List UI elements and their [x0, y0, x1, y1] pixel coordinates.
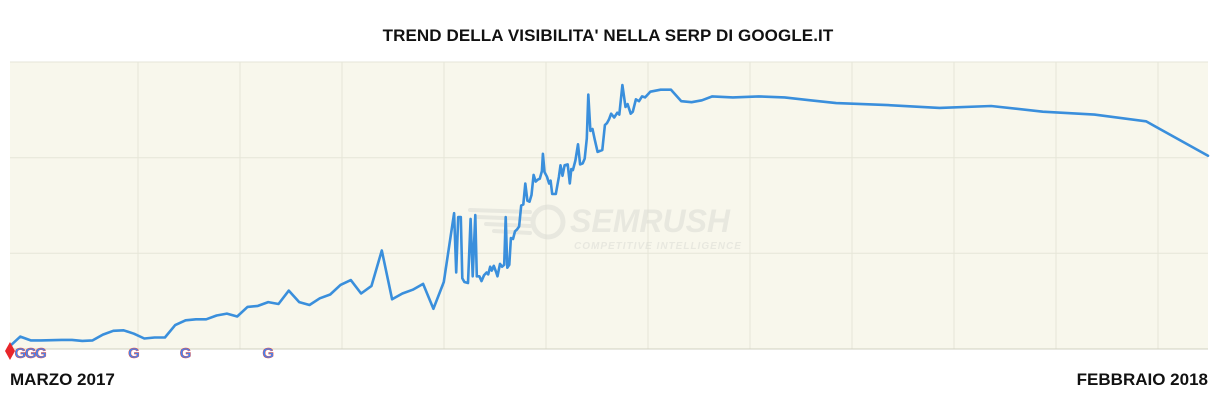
google-g-glyph: G: [180, 345, 192, 362]
google-update-icon: G: [128, 345, 140, 362]
visibility-trend-line: [8, 83, 1210, 348]
watermark-tagline: COMPETITIVE INTELLIGENCE: [574, 241, 742, 252]
google-update-icon: G: [35, 345, 47, 362]
google-update-icon: G: [25, 345, 37, 362]
google-g-glyph: G: [14, 345, 26, 362]
x-axis-end-label: FEBBRAIO 2018: [1076, 370, 1208, 389]
semrush-logo-stroke-4: [492, 229, 532, 235]
semrush-logo-icon: [530, 204, 566, 240]
semrush-logo-stroke-3: [484, 222, 532, 228]
google-g-glyph: G: [35, 345, 47, 362]
semrush-logo-stroke-2: [476, 215, 532, 221]
plot-background: [10, 62, 1208, 349]
x-axis-start-label: MARZO 2017: [10, 370, 115, 389]
red-diamond-marker-icon: [5, 342, 15, 360]
google-update-icon: G: [262, 345, 274, 362]
watermark-brand: SEMRUSH: [570, 203, 731, 239]
google-update-icon: G: [14, 345, 26, 362]
google-update-icon: G: [180, 345, 192, 362]
google-g-glyph: G: [128, 345, 140, 362]
google-g-glyph: G: [262, 345, 274, 362]
chart-title: TREND DELLA VISIBILITA' NELLA SERP DI GO…: [382, 26, 834, 45]
google-g-glyph: G: [25, 345, 37, 362]
